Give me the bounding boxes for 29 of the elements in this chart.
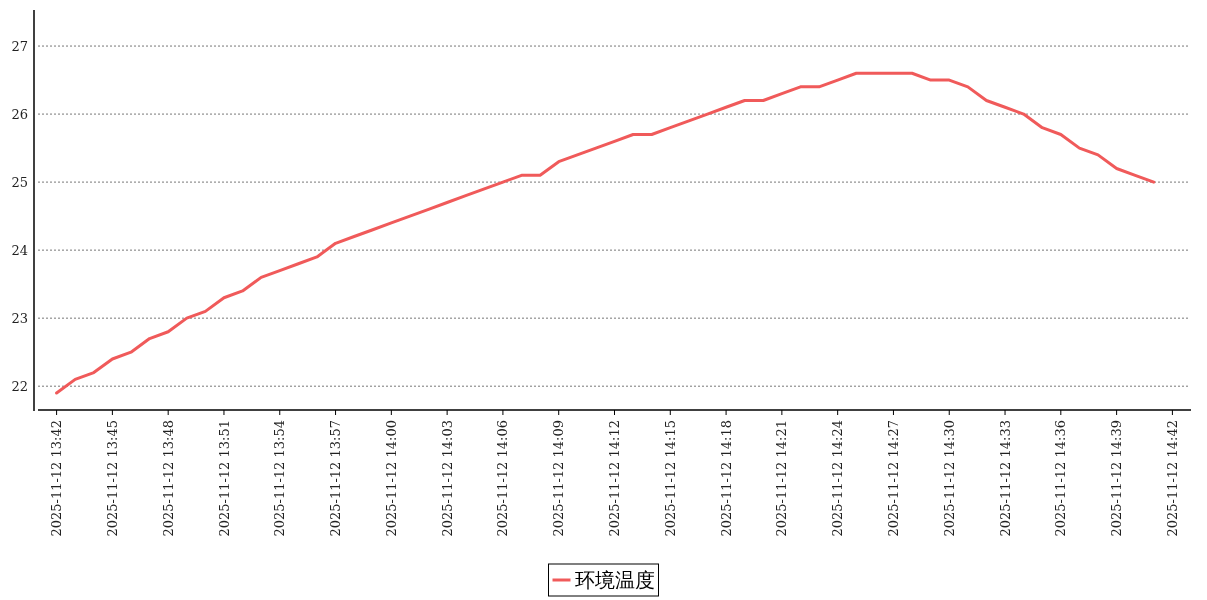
line-series xyxy=(55,71,1156,395)
y-tick-label: 26 xyxy=(11,106,28,122)
x-tick-label: 2025-11-12 13:42 xyxy=(49,420,65,537)
x-tick-label: 2025-11-12 14:18 xyxy=(718,420,734,537)
legend-label: 环境温度 xyxy=(574,568,655,592)
x-tick-label: 2025-11-12 14:39 xyxy=(1109,420,1125,537)
x-tick-label: 2025-11-12 14:36 xyxy=(1053,420,1069,537)
x-tick-label: 2025-11-12 13:51 xyxy=(216,420,232,537)
x-tick-label: 2025-11-12 14:24 xyxy=(830,420,846,537)
x-tick-label: 2025-11-12 14:00 xyxy=(383,420,399,537)
y-tick-label: 22 xyxy=(11,378,28,394)
y-tick-label: 25 xyxy=(11,174,28,190)
x-tick-label: 2025-11-12 14:06 xyxy=(495,420,511,537)
x-tick-label: 2025-11-12 14:12 xyxy=(607,420,623,537)
x-tick-label: 2025-11-12 14:33 xyxy=(997,420,1013,537)
x-tick-label: 2025-11-12 14:42 xyxy=(1164,420,1180,537)
y-tick-label: 24 xyxy=(11,242,28,258)
x-tick-label: 2025-11-12 13:57 xyxy=(328,420,344,537)
x-tick-label: 2025-11-12 14:03 xyxy=(439,420,455,537)
x-tick-label: 2025-11-12 13:54 xyxy=(272,420,288,537)
x-tick-label: 2025-11-12 13:48 xyxy=(160,420,176,537)
x-tick-label: 2025-11-12 14:15 xyxy=(662,420,678,537)
x-tick-label: 2025-11-12 14:21 xyxy=(774,420,790,537)
x-tick-label: 2025-11-12 14:09 xyxy=(551,420,567,537)
y-tick-label: 27 xyxy=(11,38,28,54)
x-tick-label: 2025-11-12 13:45 xyxy=(104,420,120,537)
x-tick-label: 2025-11-12 14:30 xyxy=(941,420,957,537)
y-tick-label: 23 xyxy=(11,310,28,326)
x-tick-label: 2025-11-12 14:27 xyxy=(886,420,901,537)
